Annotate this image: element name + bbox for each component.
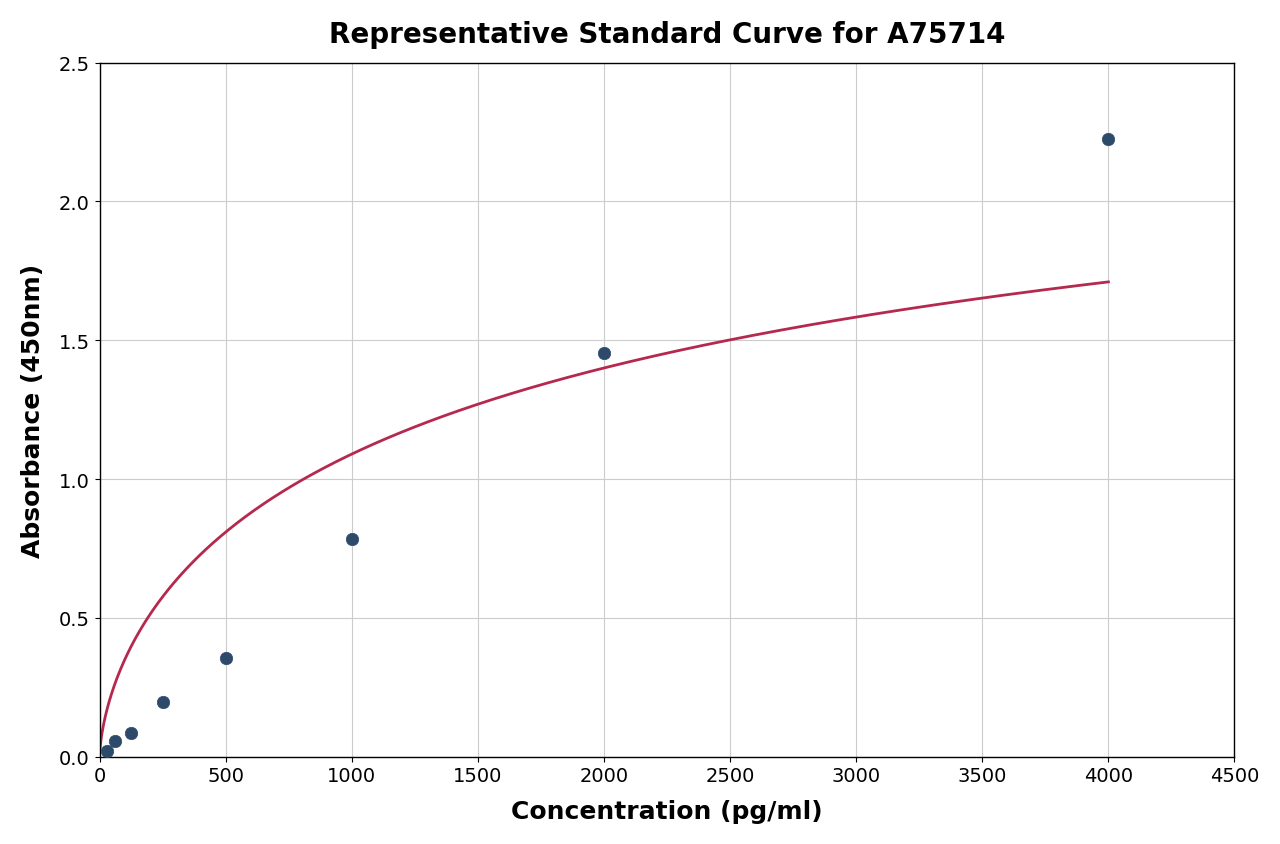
- Y-axis label: Absorbance (450nm): Absorbance (450nm): [20, 263, 45, 557]
- Point: [342, 533, 362, 546]
- Point: [105, 734, 125, 748]
- Title: Representative Standard Curve for A75714: Representative Standard Curve for A75714: [329, 21, 1005, 49]
- Point: [97, 744, 118, 758]
- Point: [1098, 133, 1119, 147]
- X-axis label: Concentration (pg/ml): Concentration (pg/ml): [511, 799, 823, 823]
- Point: [152, 695, 173, 709]
- Point: [120, 727, 141, 740]
- Point: [215, 652, 236, 665]
- Point: [594, 347, 614, 360]
